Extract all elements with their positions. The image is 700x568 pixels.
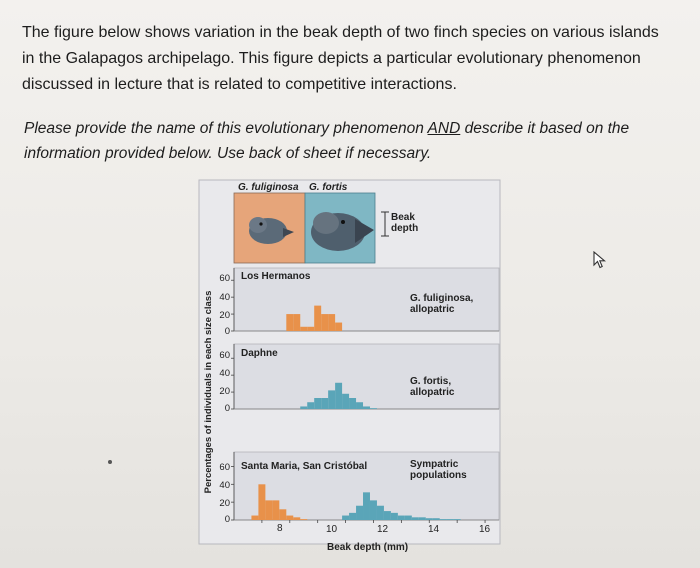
y-tick-label: 40 (219, 480, 230, 491)
beak-depth-label: Beak depth (391, 212, 419, 234)
histogram-bar (300, 326, 308, 331)
panel-2-title: Daphne (241, 348, 278, 359)
instruction-part1: Please provide the name of this evolutio… (24, 120, 428, 137)
histogram-bar (279, 509, 287, 520)
histogram-bar (383, 511, 391, 520)
histogram-bar (432, 518, 440, 520)
panel-3-note: Sympatric populations (410, 459, 467, 481)
histogram-bar (293, 517, 301, 520)
histogram-bar (418, 517, 426, 520)
y-axis-label: Percentages of individuals in each size … (203, 291, 214, 494)
panel-1-bg (233, 267, 500, 332)
histogram-bar (321, 398, 329, 409)
y-tick-label: 60 (219, 273, 230, 284)
histogram-bar (265, 500, 273, 520)
histogram-bar (328, 314, 336, 331)
y-tick-label: 0 (224, 403, 230, 414)
x-axis-label: Beak depth (mm) (327, 542, 409, 553)
histogram-bars (251, 305, 461, 520)
histogram-bar (342, 393, 350, 409)
histogram-bar (376, 505, 384, 520)
histogram-bar (453, 519, 461, 520)
histogram-bar (342, 515, 350, 520)
mouse-pointer-icon (593, 251, 607, 269)
x-tick-label: 16 (479, 524, 491, 535)
y-tick-label: 40 (219, 292, 230, 303)
histogram-bar (356, 402, 364, 409)
histogram-bar (286, 314, 294, 331)
histogram-bar (314, 305, 322, 331)
instruction-part2: describe it based on the information pro… (24, 120, 630, 162)
fuliginosa-header-label: G. fuliginosa (238, 182, 299, 193)
histogram-bar (314, 398, 322, 409)
instruction-underlined: AND (427, 120, 461, 137)
fortis-header-label: G. fortis (309, 182, 348, 193)
histogram-bar (335, 382, 343, 409)
panel-2-bg (233, 343, 500, 410)
x-tick-marks (231, 279, 486, 523)
fortis-finch-icon (311, 212, 374, 251)
y-tick-label: 0 (224, 326, 230, 337)
y-tick-label: 60 (219, 462, 230, 473)
y-tick-label: 20 (219, 498, 230, 509)
histogram-bar (363, 492, 370, 520)
histogram-bar (286, 515, 294, 520)
histogram-bar (349, 398, 357, 409)
histogram-bar (411, 517, 419, 520)
y-tick-label: 20 (219, 386, 230, 397)
histogram-bar (307, 402, 315, 409)
stray-mark (108, 460, 112, 464)
histogram-bar (300, 406, 308, 409)
histogram-bar (439, 519, 447, 520)
histogram-bar (404, 515, 412, 520)
x-tick-label: 12 (377, 524, 389, 535)
panel-3-title: Santa Maria, San Cristóbal (241, 461, 368, 472)
histogram-bar (251, 515, 259, 520)
beak-depth-bracket (381, 211, 389, 237)
panel-1-title: Los Hermanos (241, 271, 311, 282)
instruction-paragraph: Please provide the name of this evolutio… (24, 116, 674, 166)
histogram-bar (300, 519, 308, 520)
panel-2-note: G. fortis, allopatric (410, 376, 455, 398)
y-tick-label: 0 (224, 514, 230, 525)
histogram-bar (369, 408, 377, 409)
fuliginosa-finch-icon (249, 217, 294, 244)
x-tick-label: 8 (277, 523, 283, 534)
histogram-bar (307, 326, 315, 331)
histogram-bar (390, 512, 398, 520)
histogram-bar (293, 314, 301, 331)
histogram-bar (349, 512, 357, 520)
x-tick-label: 14 (428, 524, 440, 535)
question-paragraph: The figure below shows variation in the … (22, 24, 659, 93)
y-tick-label: 20 (219, 310, 230, 321)
panel-1-note: G. fuliginosa, allopatric (410, 293, 474, 315)
histogram-bar (446, 519, 454, 520)
y-tick-label: 40 (219, 368, 230, 379)
histogram-bar (328, 390, 336, 409)
histogram-bar (356, 505, 364, 520)
histogram-bar (425, 518, 433, 520)
histogram-bar (369, 500, 377, 520)
histogram-bar (272, 500, 280, 520)
histogram-bar (363, 406, 370, 409)
histogram-bar (335, 322, 343, 331)
histogram-bar (258, 484, 266, 520)
histogram-bar (321, 314, 329, 331)
y-tick-label: 60 (219, 350, 230, 361)
histogram-bar (397, 515, 405, 520)
x-tick-label: 10 (326, 524, 338, 535)
